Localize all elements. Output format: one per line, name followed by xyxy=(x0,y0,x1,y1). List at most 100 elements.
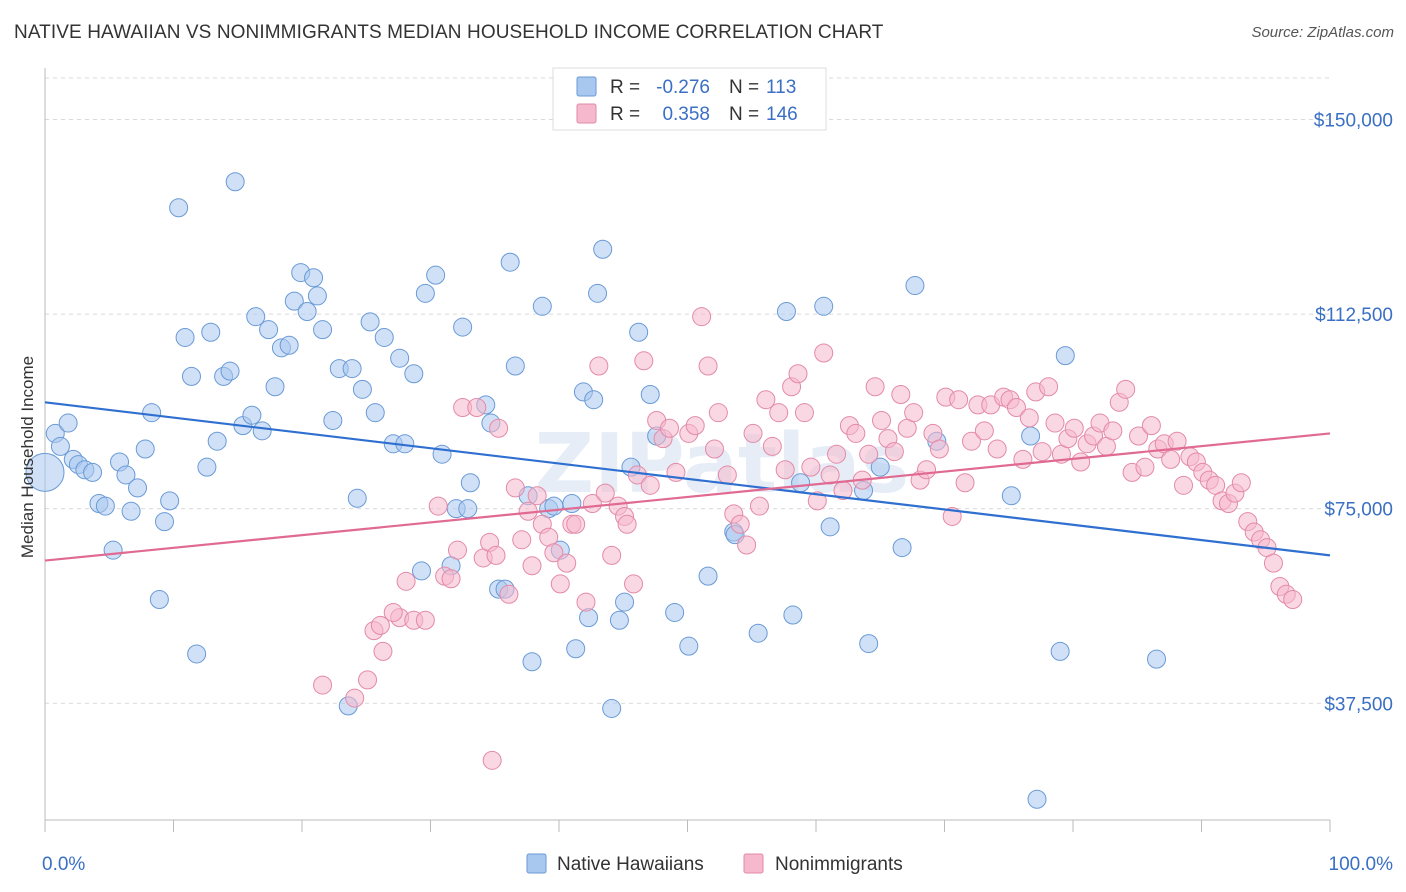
point-nonimmigrants xyxy=(1032,442,1052,462)
point-native-hawaiians xyxy=(365,403,385,423)
legend-label-nonimmigrants: Nonimmigrants xyxy=(775,854,903,875)
legend-label-native-hawaiians: Native Hawaiians xyxy=(557,854,704,875)
point-nonimmigrants xyxy=(1263,553,1283,573)
point-nonimmigrants xyxy=(557,553,577,573)
point-native-hawaiians xyxy=(579,608,599,628)
point-native-hawaiians xyxy=(544,496,564,516)
point-nonimmigrants xyxy=(801,457,821,477)
point-native-hawaiians xyxy=(609,610,629,630)
stats-legend: R = -0.276 N = 113 R = 0.358 N = 146 xyxy=(552,67,827,131)
point-nonimmigrants xyxy=(827,444,847,464)
point-nonimmigrants xyxy=(1103,421,1123,441)
point-nonimmigrants xyxy=(807,491,827,511)
point-native-hawaiians xyxy=(505,356,525,376)
point-native-hawaiians xyxy=(776,301,796,321)
point-nonimmigrants xyxy=(415,610,435,630)
point-native-hawaiians xyxy=(187,644,207,664)
point-native-hawaiians xyxy=(1001,486,1021,506)
point-native-hawaiians xyxy=(532,296,552,316)
point-nonimmigrants xyxy=(717,465,737,485)
point-native-hawaiians xyxy=(323,410,343,430)
point-native-hawaiians xyxy=(242,405,262,425)
point-native-hawaiians xyxy=(374,327,394,347)
point-nonimmigrants xyxy=(737,535,757,555)
legend-r-value-2: 0.358 xyxy=(662,104,710,125)
point-nonimmigrants xyxy=(486,545,506,565)
y-axis-title: Median Household Income xyxy=(18,356,37,558)
point-nonimmigrants xyxy=(505,478,525,498)
point-native-hawaiians xyxy=(791,473,811,493)
point-nonimmigrants xyxy=(544,543,564,563)
point-native-hawaiians xyxy=(121,501,141,521)
source-credit: Source: ZipAtlas.com xyxy=(1251,24,1394,41)
point-nonimmigrants xyxy=(1141,416,1161,436)
point-native-hawaiians xyxy=(284,291,304,311)
point-nonimmigrants xyxy=(550,574,570,594)
y-tick-labels: $37,500 $75,000 $112,500 $150,000 xyxy=(1314,111,1393,716)
legend-r-label-2: R = xyxy=(610,104,640,125)
point-native-hawaiians xyxy=(160,491,180,511)
point-nonimmigrants xyxy=(1019,408,1039,428)
point-nonimmigrants xyxy=(917,460,937,480)
point-nonimmigrants xyxy=(1064,418,1084,438)
point-nonimmigrants xyxy=(447,540,467,560)
point-nonimmigrants xyxy=(1116,379,1136,399)
point-native-hawaiians xyxy=(892,538,912,558)
point-native-hawaiians xyxy=(207,431,227,451)
point-nonimmigrants xyxy=(313,675,333,695)
point-native-hawaiians xyxy=(404,364,424,384)
point-nonimmigrants xyxy=(974,421,994,441)
point-native-hawaiians xyxy=(347,488,367,508)
point-native-hawaiians xyxy=(820,517,840,537)
point-native-hawaiians xyxy=(313,320,333,340)
legend-swatch-pink xyxy=(576,103,597,124)
point-nonimmigrants xyxy=(566,514,586,534)
point-nonimmigrants xyxy=(582,493,602,513)
point-nonimmigrants xyxy=(775,460,795,480)
point-nonimmigrants xyxy=(814,343,834,363)
trend-line-native-hawaiians xyxy=(44,401,1331,557)
series-nonimmigrants-points xyxy=(313,307,1303,770)
legend-n-value-2: 146 xyxy=(766,104,798,125)
point-native-hawaiians xyxy=(58,413,78,433)
point-native-hawaiians xyxy=(1027,789,1047,809)
point-nonimmigrants xyxy=(743,423,763,443)
point-nonimmigrants xyxy=(904,403,924,423)
point-nonimmigrants xyxy=(1161,449,1181,469)
point-native-hawaiians xyxy=(412,561,432,581)
point-native-hawaiians xyxy=(698,566,718,586)
point-nonimmigrants xyxy=(987,439,1007,459)
point-nonimmigrants xyxy=(749,496,769,516)
point-nonimmigrants xyxy=(482,750,502,770)
point-native-hawaiians xyxy=(602,698,622,718)
point-nonimmigrants xyxy=(640,475,660,495)
axes xyxy=(44,68,1331,832)
point-nonimmigrants xyxy=(1006,397,1026,417)
point-nonimmigrants xyxy=(1283,589,1303,609)
legend-r-label-1: R = xyxy=(610,77,640,98)
point-nonimmigrants xyxy=(1013,449,1033,469)
legend-n-value-1: 113 xyxy=(766,77,796,98)
point-native-hawaiians xyxy=(252,421,272,441)
point-native-hawaiians xyxy=(50,436,70,456)
point-nonimmigrants xyxy=(1231,473,1251,493)
point-nonimmigrants xyxy=(1167,431,1187,451)
point-native-hawaiians xyxy=(201,322,221,342)
point-native-hawaiians xyxy=(458,499,478,519)
point-nonimmigrants xyxy=(576,592,596,612)
point-native-hawaiians xyxy=(629,322,649,342)
point-native-hawaiians xyxy=(225,172,245,192)
point-nonimmigrants xyxy=(345,688,365,708)
point-native-hawaiians xyxy=(453,317,473,337)
point-nonimmigrants xyxy=(949,390,969,410)
point-nonimmigrants xyxy=(1129,426,1149,446)
point-native-hawaiians xyxy=(665,602,685,622)
point-native-hawaiians xyxy=(95,496,115,516)
point-native-hawaiians xyxy=(155,512,175,532)
point-nonimmigrants xyxy=(370,615,390,635)
point-nonimmigrants xyxy=(846,423,866,443)
point-native-hawaiians xyxy=(279,335,299,355)
point-native-hawaiians xyxy=(679,636,699,656)
point-native-hawaiians xyxy=(342,359,362,379)
point-nonimmigrants xyxy=(527,486,547,506)
